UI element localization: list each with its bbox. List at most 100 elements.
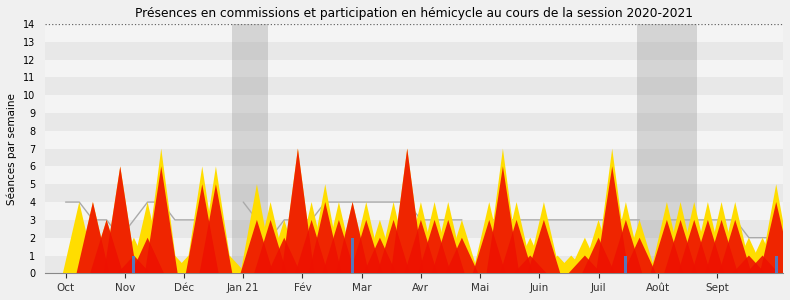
Polygon shape: [322, 202, 356, 273]
Polygon shape: [719, 220, 751, 273]
Polygon shape: [309, 184, 341, 273]
Polygon shape: [404, 220, 438, 273]
Polygon shape: [678, 202, 711, 273]
Polygon shape: [732, 256, 766, 273]
Polygon shape: [446, 220, 478, 273]
Bar: [45, 24, 783, 42]
Polygon shape: [569, 256, 601, 273]
Polygon shape: [555, 256, 588, 273]
Polygon shape: [213, 256, 246, 273]
Bar: [45, 256, 783, 273]
Polygon shape: [432, 202, 465, 273]
Polygon shape: [500, 220, 533, 273]
Polygon shape: [363, 220, 397, 273]
Polygon shape: [391, 148, 423, 273]
Polygon shape: [528, 220, 560, 273]
Polygon shape: [650, 202, 683, 273]
Polygon shape: [363, 238, 397, 273]
Bar: [45, 77, 783, 95]
Polygon shape: [747, 238, 779, 273]
Polygon shape: [487, 167, 519, 273]
Polygon shape: [145, 148, 178, 273]
Polygon shape: [446, 238, 478, 273]
Polygon shape: [145, 167, 178, 273]
Polygon shape: [541, 256, 574, 273]
Polygon shape: [514, 256, 547, 273]
Polygon shape: [118, 238, 150, 273]
Bar: [45, 95, 783, 113]
Polygon shape: [500, 202, 533, 273]
Polygon shape: [432, 220, 465, 273]
Polygon shape: [103, 167, 137, 273]
Polygon shape: [254, 202, 287, 273]
Polygon shape: [719, 202, 751, 273]
Y-axis label: Séances par semaine: Séances par semaine: [7, 93, 17, 205]
Bar: [351, 238, 354, 273]
Polygon shape: [650, 220, 683, 273]
Polygon shape: [131, 238, 164, 273]
Polygon shape: [610, 220, 642, 273]
Polygon shape: [528, 202, 560, 273]
Bar: [232, 24, 268, 273]
Polygon shape: [186, 184, 219, 273]
Bar: [133, 256, 135, 273]
Polygon shape: [404, 202, 438, 273]
Polygon shape: [77, 202, 109, 273]
Bar: [45, 167, 783, 184]
Polygon shape: [281, 148, 314, 273]
Polygon shape: [254, 220, 287, 273]
Polygon shape: [473, 202, 506, 273]
Polygon shape: [418, 220, 451, 273]
Polygon shape: [487, 148, 519, 273]
Polygon shape: [268, 220, 301, 273]
Polygon shape: [240, 220, 273, 273]
Bar: [45, 131, 783, 148]
Polygon shape: [350, 220, 382, 273]
Polygon shape: [664, 220, 697, 273]
Polygon shape: [623, 238, 656, 273]
Polygon shape: [391, 148, 423, 273]
Polygon shape: [473, 220, 506, 273]
Polygon shape: [295, 202, 328, 273]
Polygon shape: [377, 202, 410, 273]
Polygon shape: [322, 220, 356, 273]
Polygon shape: [705, 202, 738, 273]
Polygon shape: [90, 220, 123, 273]
Polygon shape: [569, 238, 601, 273]
Polygon shape: [77, 202, 109, 273]
Polygon shape: [691, 220, 724, 273]
Bar: [45, 238, 783, 256]
Polygon shape: [337, 202, 369, 273]
Polygon shape: [131, 202, 164, 273]
Polygon shape: [281, 148, 314, 273]
Polygon shape: [118, 256, 150, 273]
Polygon shape: [103, 167, 137, 273]
Bar: [45, 220, 783, 238]
Polygon shape: [705, 220, 738, 273]
Title: Présences en commissions et participation en hémicycle au cours de la session 20: Présences en commissions et participatio…: [135, 7, 693, 20]
Bar: [637, 24, 697, 273]
Polygon shape: [747, 256, 779, 273]
Polygon shape: [691, 202, 724, 273]
Polygon shape: [596, 167, 629, 273]
Polygon shape: [377, 220, 410, 273]
Polygon shape: [582, 238, 615, 273]
Polygon shape: [760, 184, 790, 273]
Polygon shape: [582, 220, 615, 273]
Polygon shape: [186, 167, 219, 273]
Bar: [775, 256, 777, 273]
Polygon shape: [90, 220, 123, 273]
Polygon shape: [268, 238, 301, 273]
Polygon shape: [610, 202, 642, 273]
Polygon shape: [159, 256, 191, 273]
Polygon shape: [678, 220, 711, 273]
Bar: [624, 256, 627, 273]
Bar: [45, 148, 783, 166]
Polygon shape: [337, 202, 369, 273]
Polygon shape: [172, 256, 205, 273]
Polygon shape: [623, 220, 656, 273]
Bar: [45, 113, 783, 131]
Polygon shape: [295, 220, 328, 273]
Bar: [45, 184, 783, 202]
Bar: [45, 59, 783, 77]
